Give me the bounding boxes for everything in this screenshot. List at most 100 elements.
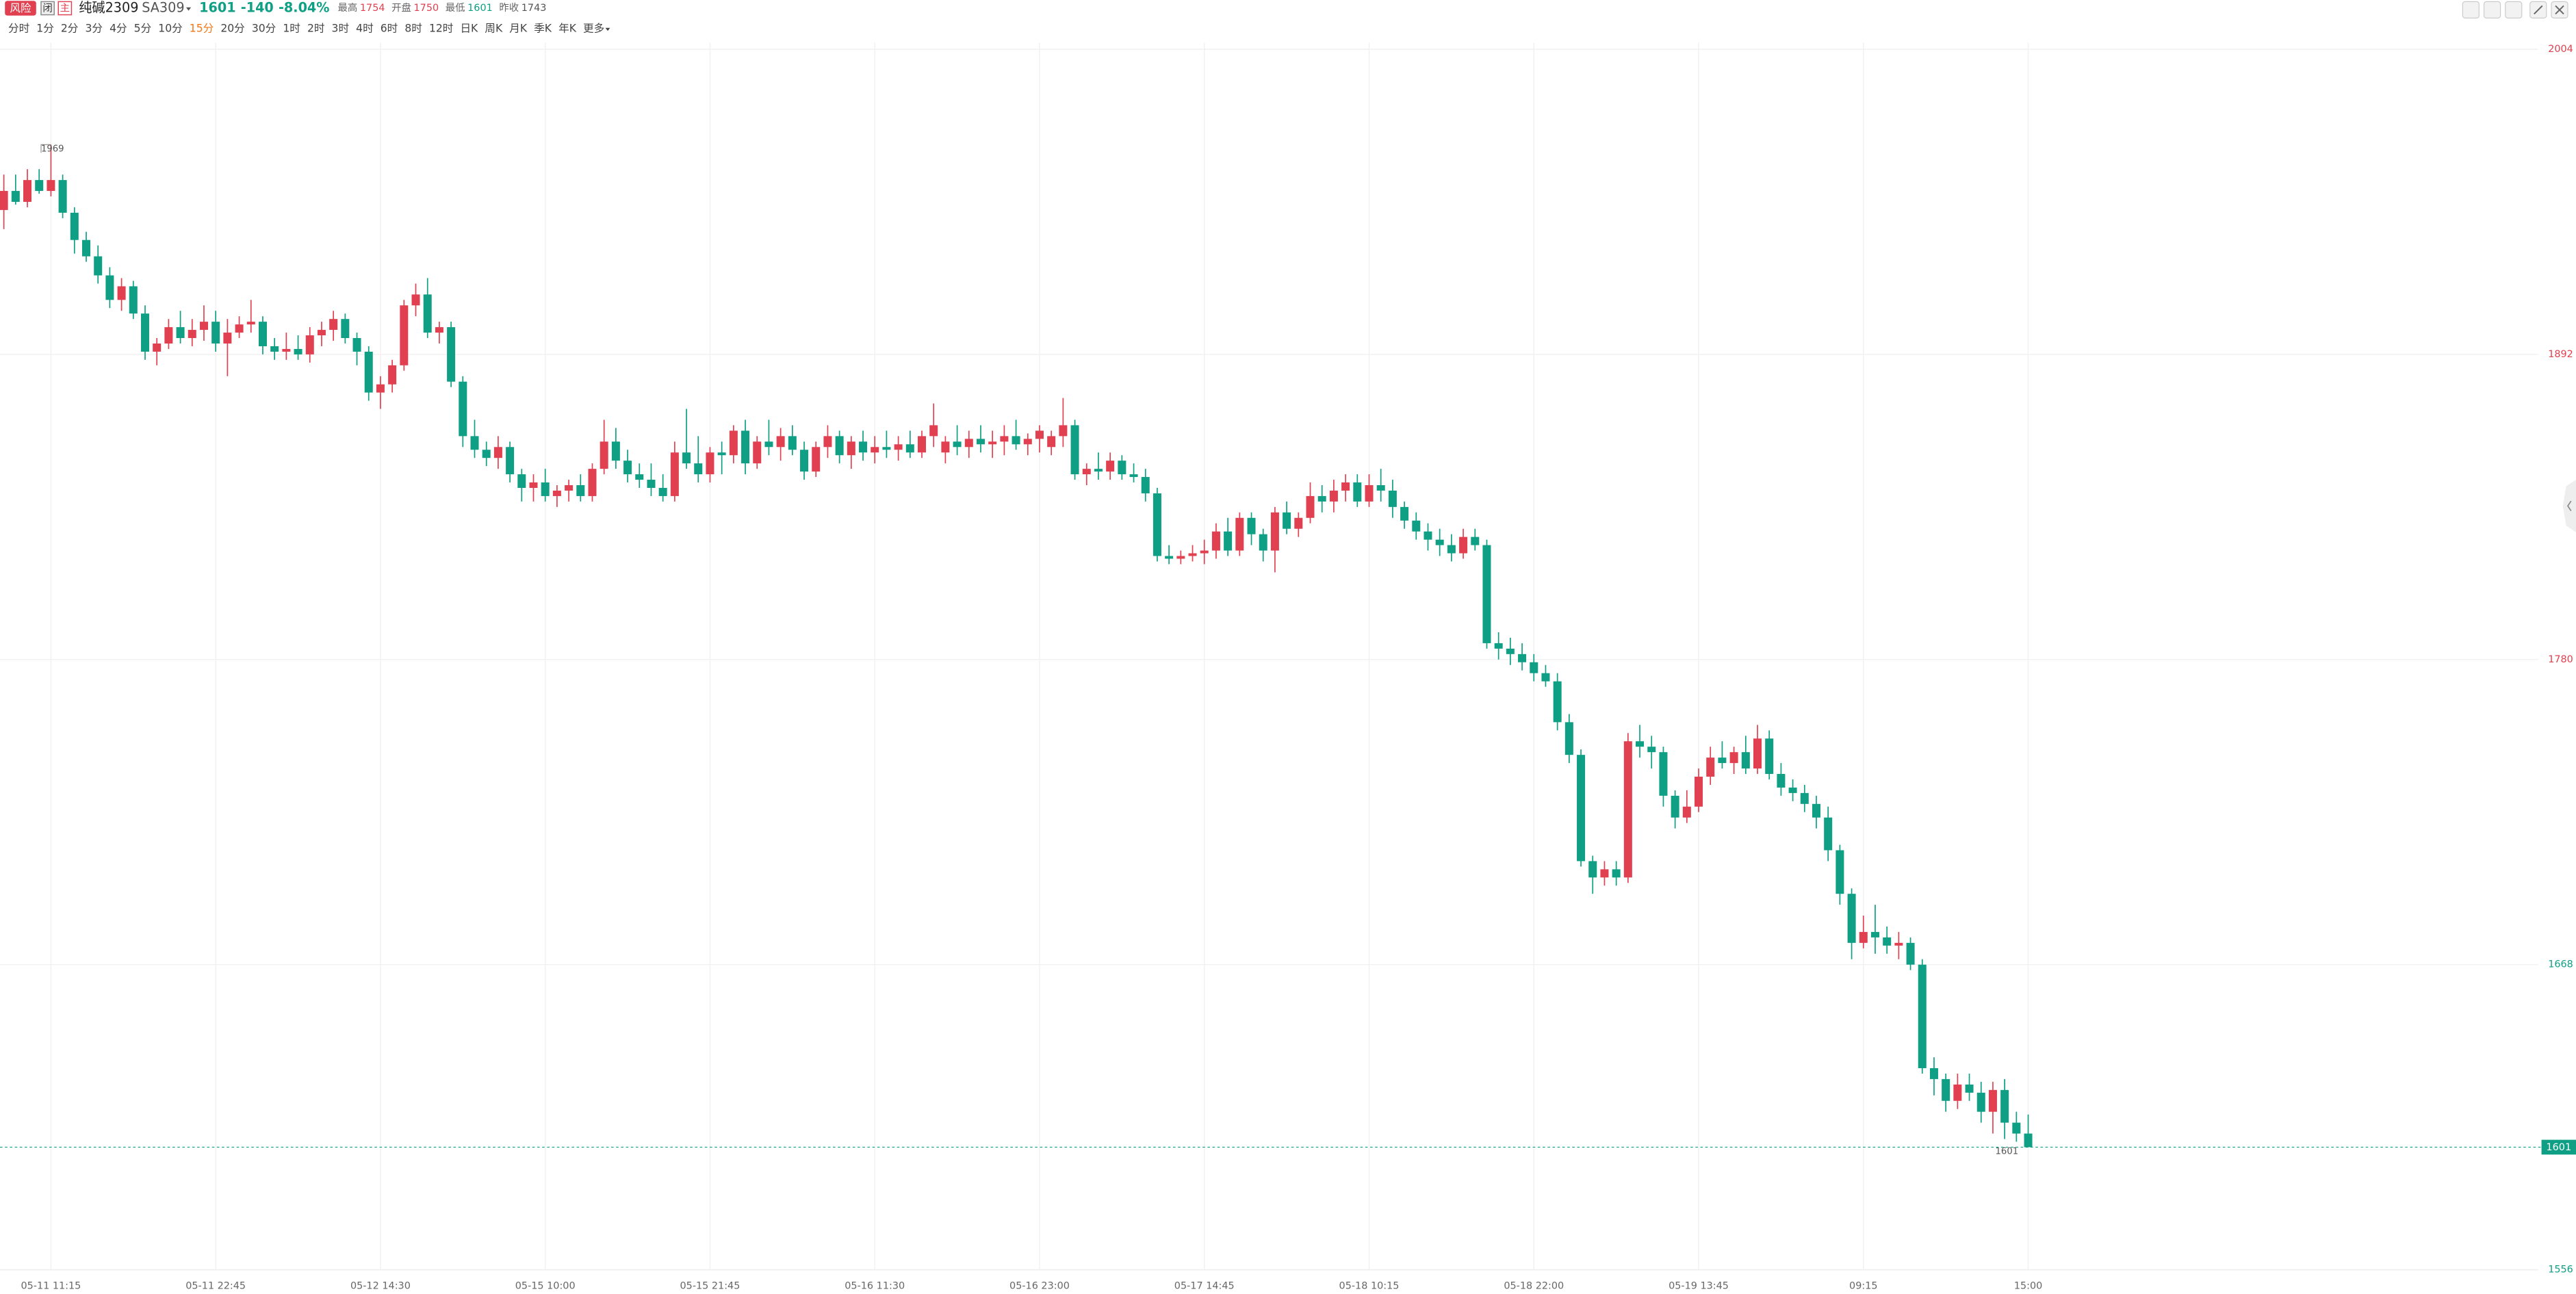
stat-label: 最低 [446, 2, 465, 14]
candle-body [1953, 1084, 1962, 1101]
interval-button[interactable]: 1分 [36, 23, 54, 35]
button[interactable] [2462, 1, 2480, 19]
interval-button[interactable]: 2分 [61, 23, 79, 35]
candle-body [94, 256, 103, 276]
interval-button[interactable]: 10分 [158, 23, 182, 35]
last-price-box [2541, 1139, 2576, 1155]
candle-body [1353, 482, 1362, 502]
interval-button[interactable]: 4时 [356, 23, 374, 35]
icon: 主 [60, 2, 70, 14]
close-icon [2555, 5, 2564, 15]
candle-body [1647, 747, 1656, 753]
candle-body [541, 482, 550, 496]
candle-body [1883, 937, 1892, 946]
candle-body [258, 322, 267, 346]
interval-button[interactable]: 8时 [404, 23, 422, 35]
candle-body [706, 452, 714, 475]
interval-button[interactable]: 3时 [332, 23, 350, 35]
candle-body [1141, 477, 1150, 493]
interval-button[interactable]: 周K [485, 23, 503, 35]
candle-body [623, 461, 632, 475]
interval-button[interactable]: 12时 [429, 23, 453, 35]
interval-button[interactable]: 年K [558, 23, 577, 35]
interval-button[interactable]: 5分 [134, 23, 152, 35]
candle-body [529, 482, 538, 488]
candle-body [2024, 1133, 2033, 1148]
icon: 闭 [42, 2, 52, 14]
candle-body [576, 485, 585, 496]
candle-body [1294, 517, 1303, 529]
low-marker-label: 1601 [1996, 1146, 2019, 1156]
interval-button[interactable]: 1时 [283, 23, 300, 35]
stat-label: 开盘 [391, 1, 411, 14]
high-marker-label: 1969 [41, 144, 64, 154]
candle-body [246, 322, 255, 325]
candle-body [0, 191, 8, 210]
candle-body [1706, 758, 1715, 777]
candle-body [1365, 485, 1374, 502]
candle-body [1741, 752, 1750, 769]
candle-body [1553, 681, 1562, 723]
dropdown-arrow [605, 27, 610, 31]
candle-body [164, 327, 173, 344]
y-tick-label: 2004 [2548, 44, 2573, 55]
interval-button[interactable]: 4分 [110, 23, 127, 35]
candle-body [58, 180, 67, 213]
candle-body [1400, 506, 1409, 521]
x-tick-label: 05-12 14:30 [350, 1281, 411, 1292]
candle-body [1447, 545, 1456, 554]
candle-body [894, 444, 903, 450]
interval-button[interactable]: 2时 [307, 23, 325, 35]
interval-button[interactable]: 15分 [190, 23, 214, 35]
candle-body [1047, 436, 1056, 448]
interval-button[interactable]: 日K [460, 23, 478, 35]
candle-body [188, 330, 196, 339]
candle-body [1788, 787, 1797, 793]
candle-body [953, 441, 962, 448]
side-tab[interactable] [2562, 479, 2576, 532]
interval-button[interactable]: 20分 [220, 23, 244, 35]
interval-button[interactable]: 3分 [85, 23, 103, 35]
candle-body [470, 436, 479, 450]
candle-body [1012, 436, 1020, 445]
x-tick-label: 05-16 11:30 [845, 1281, 905, 1292]
last-price: 1601 [199, 0, 235, 16]
candle-body [329, 319, 338, 331]
interval-button[interactable]: 30分 [252, 23, 276, 35]
x-tick-label: 05-17 14:45 [1174, 1281, 1235, 1292]
candle-body [741, 430, 750, 464]
candle-body [871, 447, 879, 453]
candle-body [1588, 861, 1597, 878]
candle-body [658, 487, 667, 496]
candle-body [1152, 493, 1161, 556]
y-tick-label: 1556 [2548, 1265, 2573, 1276]
candle-body [1388, 490, 1397, 507]
candle-body [847, 441, 855, 456]
candle-body [35, 180, 44, 192]
interval-button[interactable]: 季K [534, 23, 552, 35]
candle-body [1800, 792, 1809, 804]
candle-body [812, 447, 821, 472]
candle-body [506, 447, 515, 475]
button[interactable] [2483, 1, 2501, 19]
candle-body [47, 180, 55, 192]
x-tick-label: 05-18 22:00 [1504, 1281, 1564, 1292]
button[interactable] [2505, 1, 2523, 19]
candle-body [1000, 436, 1009, 442]
candle-body [1341, 482, 1350, 491]
grid [0, 42, 2538, 1271]
stat-value: 1601 [467, 3, 493, 14]
candle-body [305, 335, 314, 354]
interval-button[interactable]: 分时 [8, 23, 29, 35]
interval-button[interactable]: 更多 [583, 23, 604, 35]
candle-body [1247, 517, 1256, 534]
interval-button[interactable]: 月K [509, 23, 528, 35]
interval-button[interactable]: 6时 [381, 23, 398, 35]
candle-body [117, 286, 126, 300]
candle-body [2000, 1089, 2009, 1123]
candle-body [1283, 512, 1291, 529]
x-tick-label: 05-18 10:15 [1339, 1281, 1400, 1292]
stat-label: 最高 [338, 2, 358, 14]
candle-body [1636, 741, 1645, 747]
price-change-pct: -8.04% [279, 0, 330, 16]
